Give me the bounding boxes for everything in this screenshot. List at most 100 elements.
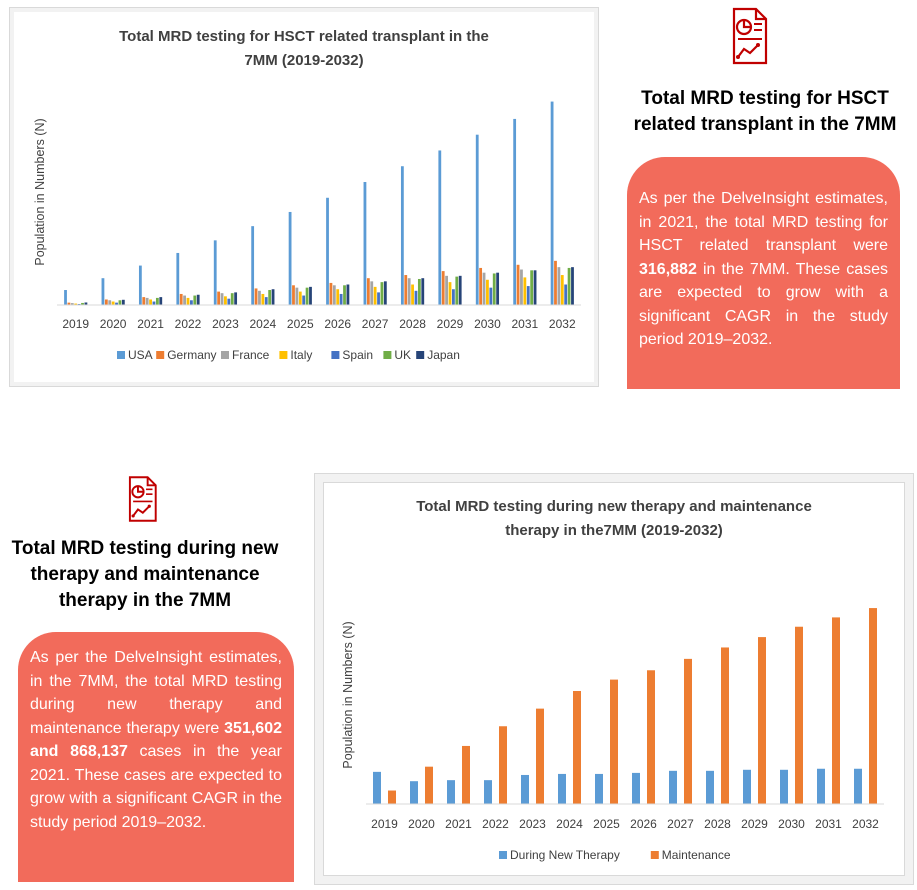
bar-during-new-therapy-2025 bbox=[595, 773, 603, 804]
bar-spain-2032 bbox=[564, 284, 568, 305]
medical-report-icon bbox=[728, 5, 770, 72]
callout-bold-value: 316,882 bbox=[639, 260, 697, 278]
bar-france-2020 bbox=[108, 300, 112, 305]
bar-usa-2029 bbox=[438, 150, 442, 305]
bar-japan-2023 bbox=[234, 292, 238, 305]
legend-label: USA bbox=[128, 348, 153, 362]
bar-maintenance-2032 bbox=[869, 608, 877, 804]
bar-germany-2022 bbox=[179, 293, 183, 305]
bar-maintenance-2025 bbox=[610, 679, 618, 804]
chart-title-line2: therapy in the7MM (2019-2032) bbox=[505, 522, 723, 539]
bar-italy-2028 bbox=[411, 284, 414, 305]
bar-usa-2026 bbox=[326, 197, 329, 305]
therapy-chart-panel: Total MRD testing during new therapy and… bbox=[314, 473, 914, 885]
bar-japan-2022 bbox=[196, 294, 200, 305]
bar-uk-2027 bbox=[380, 282, 384, 305]
bar-usa-2025 bbox=[288, 211, 292, 305]
x-tick-label: 2027 bbox=[667, 817, 694, 831]
bar-spain-2031 bbox=[526, 286, 530, 305]
bar-spain-2024 bbox=[264, 297, 268, 305]
bar-germany-2023 bbox=[217, 291, 221, 305]
bar-germany-2031 bbox=[516, 264, 520, 305]
legend-swatch bbox=[416, 351, 425, 359]
bar-france-2023 bbox=[220, 293, 224, 305]
legend-swatch bbox=[383, 351, 392, 359]
bar-france-2032 bbox=[557, 267, 561, 305]
bar-uk-2022 bbox=[193, 295, 197, 305]
bar-uk-2019 bbox=[81, 302, 84, 305]
bar-italy-2022 bbox=[186, 297, 190, 305]
bar-japan-2030 bbox=[496, 272, 500, 305]
bar-france-2029 bbox=[445, 275, 448, 305]
legend-swatch bbox=[156, 351, 165, 359]
bar-germany-2026 bbox=[329, 282, 333, 305]
bar-maintenance-2029 bbox=[758, 637, 766, 804]
bar-spain-2023 bbox=[227, 298, 231, 305]
heading-line: related transplant in the 7MM bbox=[633, 114, 897, 135]
callout-text: As per the DelveInsight estimates, in th… bbox=[30, 649, 282, 737]
callout-text: cases in the year 2021. These cases are … bbox=[30, 743, 282, 831]
x-tick-label: 2027 bbox=[362, 317, 389, 331]
x-tick-label: 2022 bbox=[482, 817, 509, 831]
bar-germany-2025 bbox=[292, 285, 295, 305]
x-tick-label: 2021 bbox=[137, 317, 164, 331]
legend-swatch bbox=[117, 351, 125, 359]
x-tick-label: 2026 bbox=[630, 817, 657, 831]
legend-label: France bbox=[232, 348, 270, 362]
x-tick-label: 2024 bbox=[556, 817, 583, 831]
bar-usa-2019 bbox=[64, 290, 67, 305]
bar-germany-2028 bbox=[404, 275, 408, 305]
y-axis-label: Population in Numbers (N) bbox=[341, 621, 355, 768]
legend-label: During New Therapy bbox=[510, 848, 620, 862]
x-tick-label: 2021 bbox=[445, 817, 472, 831]
bar-spain-2021 bbox=[152, 301, 156, 305]
heading-line: therapy in the 7MM bbox=[58, 590, 232, 611]
x-tick-label: 2029 bbox=[741, 817, 768, 831]
bar-germany-2030 bbox=[479, 267, 483, 305]
legend-label: Italy bbox=[290, 348, 312, 362]
bar-france-2026 bbox=[332, 285, 336, 305]
bar-maintenance-2023 bbox=[536, 708, 544, 804]
bar-france-2019 bbox=[70, 303, 74, 305]
bar-uk-2023 bbox=[230, 293, 234, 305]
bar-usa-2027 bbox=[363, 182, 367, 305]
legend-label: Maintenance bbox=[662, 848, 731, 862]
hsct-chart: Total MRD testing for HSCT related trans… bbox=[33, 28, 581, 362]
bar-france-2031 bbox=[520, 269, 523, 305]
section2-heading: Total MRD testing during new therapy and… bbox=[0, 536, 290, 614]
bar-during-new-therapy-2020 bbox=[410, 781, 418, 804]
bar-during-new-therapy-2029 bbox=[743, 769, 751, 804]
legend-swatch bbox=[279, 351, 288, 359]
bar-maintenance-2024 bbox=[573, 691, 581, 804]
bar-usa-2023 bbox=[213, 240, 217, 305]
bar-france-2024 bbox=[258, 290, 261, 305]
bar-usa-2028 bbox=[400, 166, 404, 305]
bar-germany-2021 bbox=[142, 297, 146, 305]
callout-text: in the 7MM. These cases are expected to … bbox=[639, 260, 888, 349]
legend-label: Spain bbox=[342, 348, 373, 362]
bar-during-new-therapy-2031 bbox=[817, 768, 825, 804]
bar-spain-2022 bbox=[190, 300, 193, 305]
bar-france-2027 bbox=[370, 281, 374, 305]
bar-italy-2026 bbox=[336, 289, 340, 305]
bar-italy-2027 bbox=[373, 286, 377, 305]
bar-usa-2030 bbox=[475, 134, 479, 305]
bar-italy-2031 bbox=[523, 277, 527, 305]
x-tick-label: 2032 bbox=[852, 817, 879, 831]
bar-during-new-therapy-2021 bbox=[447, 780, 455, 804]
bar-maintenance-2028 bbox=[721, 647, 729, 804]
bar-maintenance-2027 bbox=[684, 658, 692, 804]
legend-label: Germany bbox=[167, 348, 216, 362]
bar-uk-2029 bbox=[455, 276, 459, 305]
bar-japan-2028 bbox=[421, 278, 425, 305]
legend-label: UK bbox=[394, 348, 411, 362]
bar-italy-2023 bbox=[224, 296, 227, 305]
x-tick-label: 2019 bbox=[371, 817, 398, 831]
bar-during-new-therapy-2023 bbox=[521, 774, 529, 804]
bar-uk-2026 bbox=[343, 285, 346, 305]
bar-maintenance-2026 bbox=[647, 670, 655, 804]
bar-italy-2025 bbox=[298, 291, 302, 305]
bar-spain-2026 bbox=[339, 293, 343, 305]
bar-italy-2021 bbox=[149, 299, 152, 305]
bar-spain-2025 bbox=[302, 295, 306, 305]
